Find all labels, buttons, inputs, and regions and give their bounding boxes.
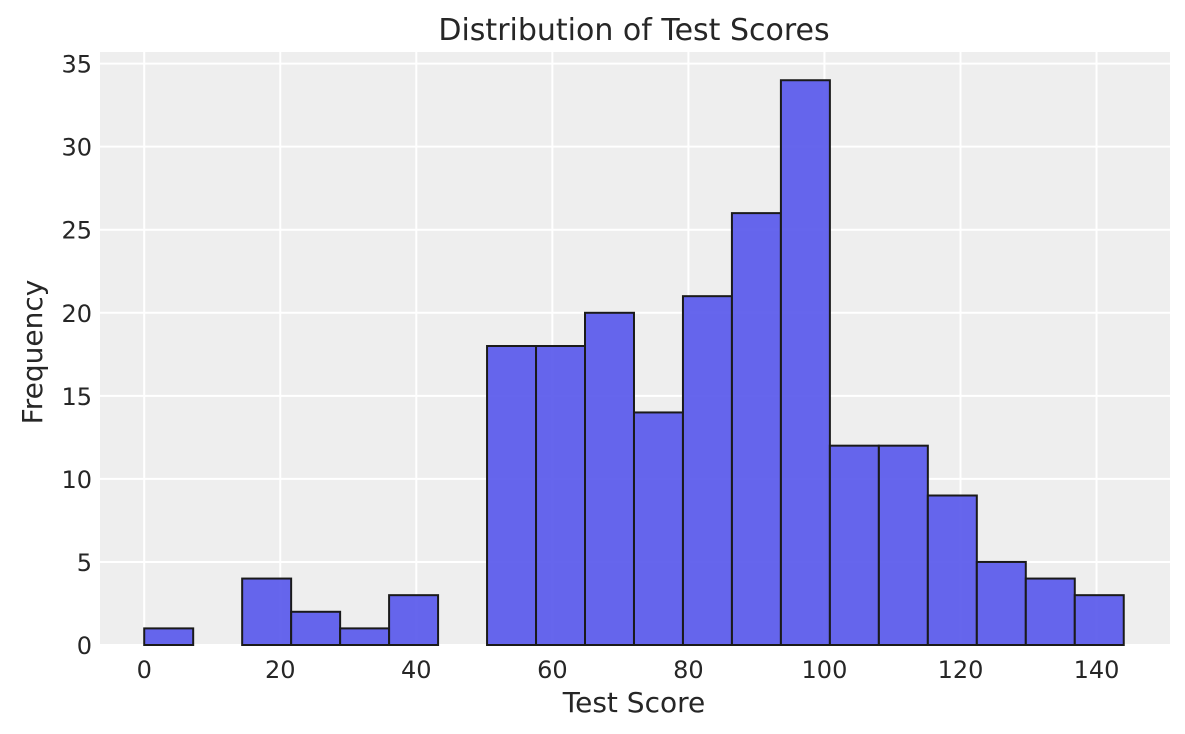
x-tick-label: 20 bbox=[265, 656, 296, 684]
histogram-bar bbox=[877, 444, 929, 646]
y-tick-labels: 0 5 10 15 20 25 30 35 bbox=[61, 51, 92, 660]
histogram-bar bbox=[730, 212, 782, 646]
histogram-bar bbox=[926, 494, 978, 647]
x-tick-label: 120 bbox=[938, 656, 984, 684]
y-axis-label: Frequency bbox=[16, 280, 49, 425]
histogram-bar bbox=[828, 444, 880, 646]
histogram-bar bbox=[584, 311, 635, 646]
histogram-bar bbox=[388, 594, 440, 647]
y-tick-label: 35 bbox=[61, 51, 92, 79]
bars bbox=[143, 79, 1125, 647]
x-tick-label: 40 bbox=[401, 656, 432, 684]
y-tick-label: 30 bbox=[61, 134, 92, 162]
y-tick-label: 15 bbox=[61, 383, 92, 411]
histogram-bar bbox=[290, 610, 342, 646]
histogram-bar bbox=[681, 295, 733, 646]
histogram-bar bbox=[143, 627, 195, 646]
histogram-bar bbox=[241, 577, 293, 647]
histogram-bar bbox=[1073, 594, 1125, 647]
histogram-bar bbox=[486, 345, 538, 646]
histogram-bar bbox=[535, 345, 587, 646]
x-tick-label: 140 bbox=[1074, 656, 1120, 684]
x-tick-labels: 0 20 40 60 80 100 120 140 bbox=[137, 656, 1120, 684]
y-tick-label: 5 bbox=[77, 549, 92, 577]
x-tick-label: 0 bbox=[137, 656, 152, 684]
x-axis-label: Test Score bbox=[562, 686, 705, 719]
x-tick-label: 80 bbox=[673, 656, 704, 684]
histogram-bar bbox=[339, 627, 391, 646]
histogram-bar bbox=[1024, 577, 1076, 647]
y-tick-label: 0 bbox=[77, 632, 92, 660]
histogram-bar bbox=[975, 560, 1027, 646]
y-tick-label: 10 bbox=[61, 466, 92, 494]
y-tick-label: 20 bbox=[61, 300, 92, 328]
histogram-bar bbox=[779, 79, 831, 646]
y-tick-label: 25 bbox=[61, 217, 92, 245]
x-tick-label: 60 bbox=[537, 656, 568, 684]
chart-title: Distribution of Test Scores bbox=[438, 13, 829, 48]
x-tick-label: 100 bbox=[802, 656, 848, 684]
histogram-bar bbox=[632, 411, 684, 647]
